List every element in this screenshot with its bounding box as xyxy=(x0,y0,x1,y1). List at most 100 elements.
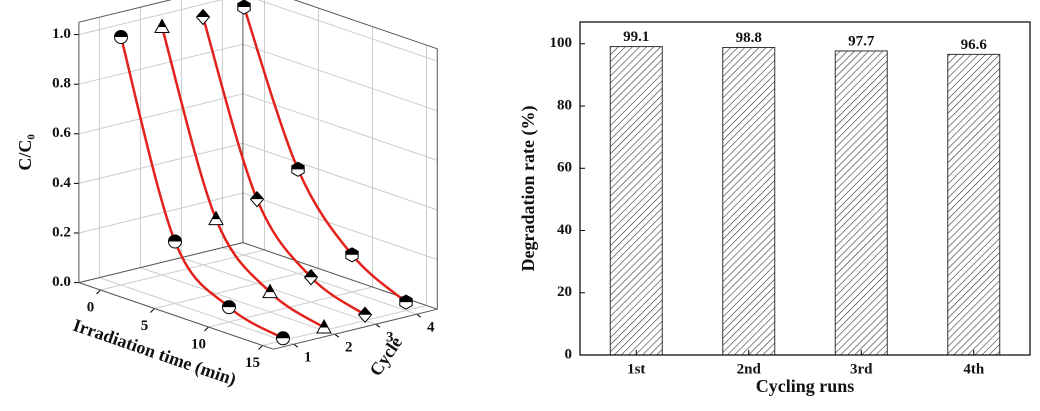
grid-line xyxy=(154,268,319,309)
axis-edge xyxy=(78,0,173,23)
marker xyxy=(303,268,319,286)
marker xyxy=(237,0,251,15)
axis-edge xyxy=(78,242,244,284)
y-tick-label: 80 xyxy=(557,97,572,113)
x-axis-label: Cycling runs xyxy=(756,376,855,396)
marker xyxy=(345,247,359,263)
grid-line xyxy=(242,43,438,112)
marker-fill xyxy=(196,9,210,17)
marker-fill xyxy=(319,320,329,328)
marker xyxy=(208,210,224,226)
marker-fill xyxy=(114,30,128,37)
y-tick-label: 0 xyxy=(565,346,573,362)
series-line xyxy=(119,36,284,340)
plot-frame xyxy=(579,21,1031,356)
x-tick-label: 15 xyxy=(245,355,260,371)
bar xyxy=(947,53,1001,356)
y-tick-label: 2 xyxy=(345,340,353,356)
y-axis-label: Degradation rate (%) xyxy=(518,106,539,272)
grid-line xyxy=(257,0,438,62)
y-tick-label: 3 xyxy=(386,330,394,346)
marker xyxy=(291,161,305,177)
grid-line xyxy=(181,257,376,325)
value-label: 97.7 xyxy=(848,33,875,49)
value-label: 96.6 xyxy=(961,37,988,53)
x-tick-label: 10 xyxy=(191,336,206,352)
grid-line xyxy=(78,43,244,85)
marker-fill xyxy=(211,211,221,220)
marker-fill xyxy=(157,19,167,27)
y-tick-label: 4 xyxy=(427,320,435,336)
z-axis-label: C/C₀ xyxy=(15,134,35,170)
marker-fill xyxy=(222,300,236,308)
tick-mark xyxy=(375,323,381,328)
x-tick-label: 4th xyxy=(963,361,984,377)
value-label: 99.1 xyxy=(623,29,649,45)
bar xyxy=(722,47,776,356)
x-tick-label: 1st xyxy=(627,361,645,377)
axis-edge xyxy=(78,282,274,350)
marker xyxy=(168,234,182,249)
z-tick-label: 0.0 xyxy=(52,274,71,290)
grid-line xyxy=(222,247,417,315)
marker xyxy=(357,306,373,324)
bar xyxy=(834,50,888,356)
axis-edge xyxy=(293,0,438,50)
tick-mark xyxy=(150,308,155,313)
marker xyxy=(114,30,128,44)
marker-fill xyxy=(250,191,264,200)
marker-fill xyxy=(276,331,290,339)
x-tick-label: 2nd xyxy=(737,361,762,377)
z-tick-label: 0.2 xyxy=(52,224,71,240)
tick-mark xyxy=(204,326,209,332)
marker xyxy=(262,283,278,299)
marker-fill xyxy=(358,307,372,315)
grid-line xyxy=(78,142,244,184)
tick-mark xyxy=(96,289,101,295)
tick-mark xyxy=(293,343,299,348)
tick-mark xyxy=(258,345,263,350)
marker xyxy=(222,300,236,315)
right-chart: 0 20 40 60 80 100 99.1 1st 98.8 2nd 97.7 3rd 96.6 4th… xyxy=(518,21,1031,396)
marker-fill xyxy=(265,284,275,293)
marker xyxy=(316,318,332,334)
y-tick-label: 20 xyxy=(557,284,572,300)
marker xyxy=(276,331,290,346)
z-tick-label: 1.0 xyxy=(52,26,71,42)
marker xyxy=(195,8,211,26)
grid-line xyxy=(78,0,223,36)
marker-fill xyxy=(168,235,182,242)
y-tick-label: 60 xyxy=(557,160,572,176)
y-tick-label: 100 xyxy=(550,35,573,51)
marker xyxy=(399,294,413,310)
grid-line xyxy=(78,93,244,135)
z-tick-label: 0.6 xyxy=(52,125,71,141)
series-line xyxy=(160,26,325,329)
grid-line xyxy=(140,267,335,335)
axis-edge xyxy=(273,308,438,350)
grid-line xyxy=(99,277,294,345)
y-axis-label: Cycle xyxy=(365,333,406,380)
value-label: 98.8 xyxy=(736,30,762,46)
marker xyxy=(249,190,265,208)
x-tick-label: 0 xyxy=(87,299,95,315)
marker-fill xyxy=(304,269,318,278)
bar xyxy=(609,46,663,356)
grid-line xyxy=(78,192,244,234)
marker xyxy=(154,18,170,33)
z-tick-label: 0.8 xyxy=(52,76,71,92)
tick-mark xyxy=(334,333,340,338)
y-tick-label: 40 xyxy=(557,222,572,238)
series-line xyxy=(242,6,407,304)
z-tick-label: 0.4 xyxy=(52,175,71,191)
grid-line xyxy=(242,93,438,161)
y-tick-label: 1 xyxy=(304,350,312,366)
grid-line xyxy=(242,142,438,211)
series-line xyxy=(201,16,366,316)
grid-line xyxy=(242,192,438,261)
x-tick-label: 3rd xyxy=(850,361,873,377)
tick-mark xyxy=(416,313,422,318)
x-tick-label: 5 xyxy=(141,318,149,334)
